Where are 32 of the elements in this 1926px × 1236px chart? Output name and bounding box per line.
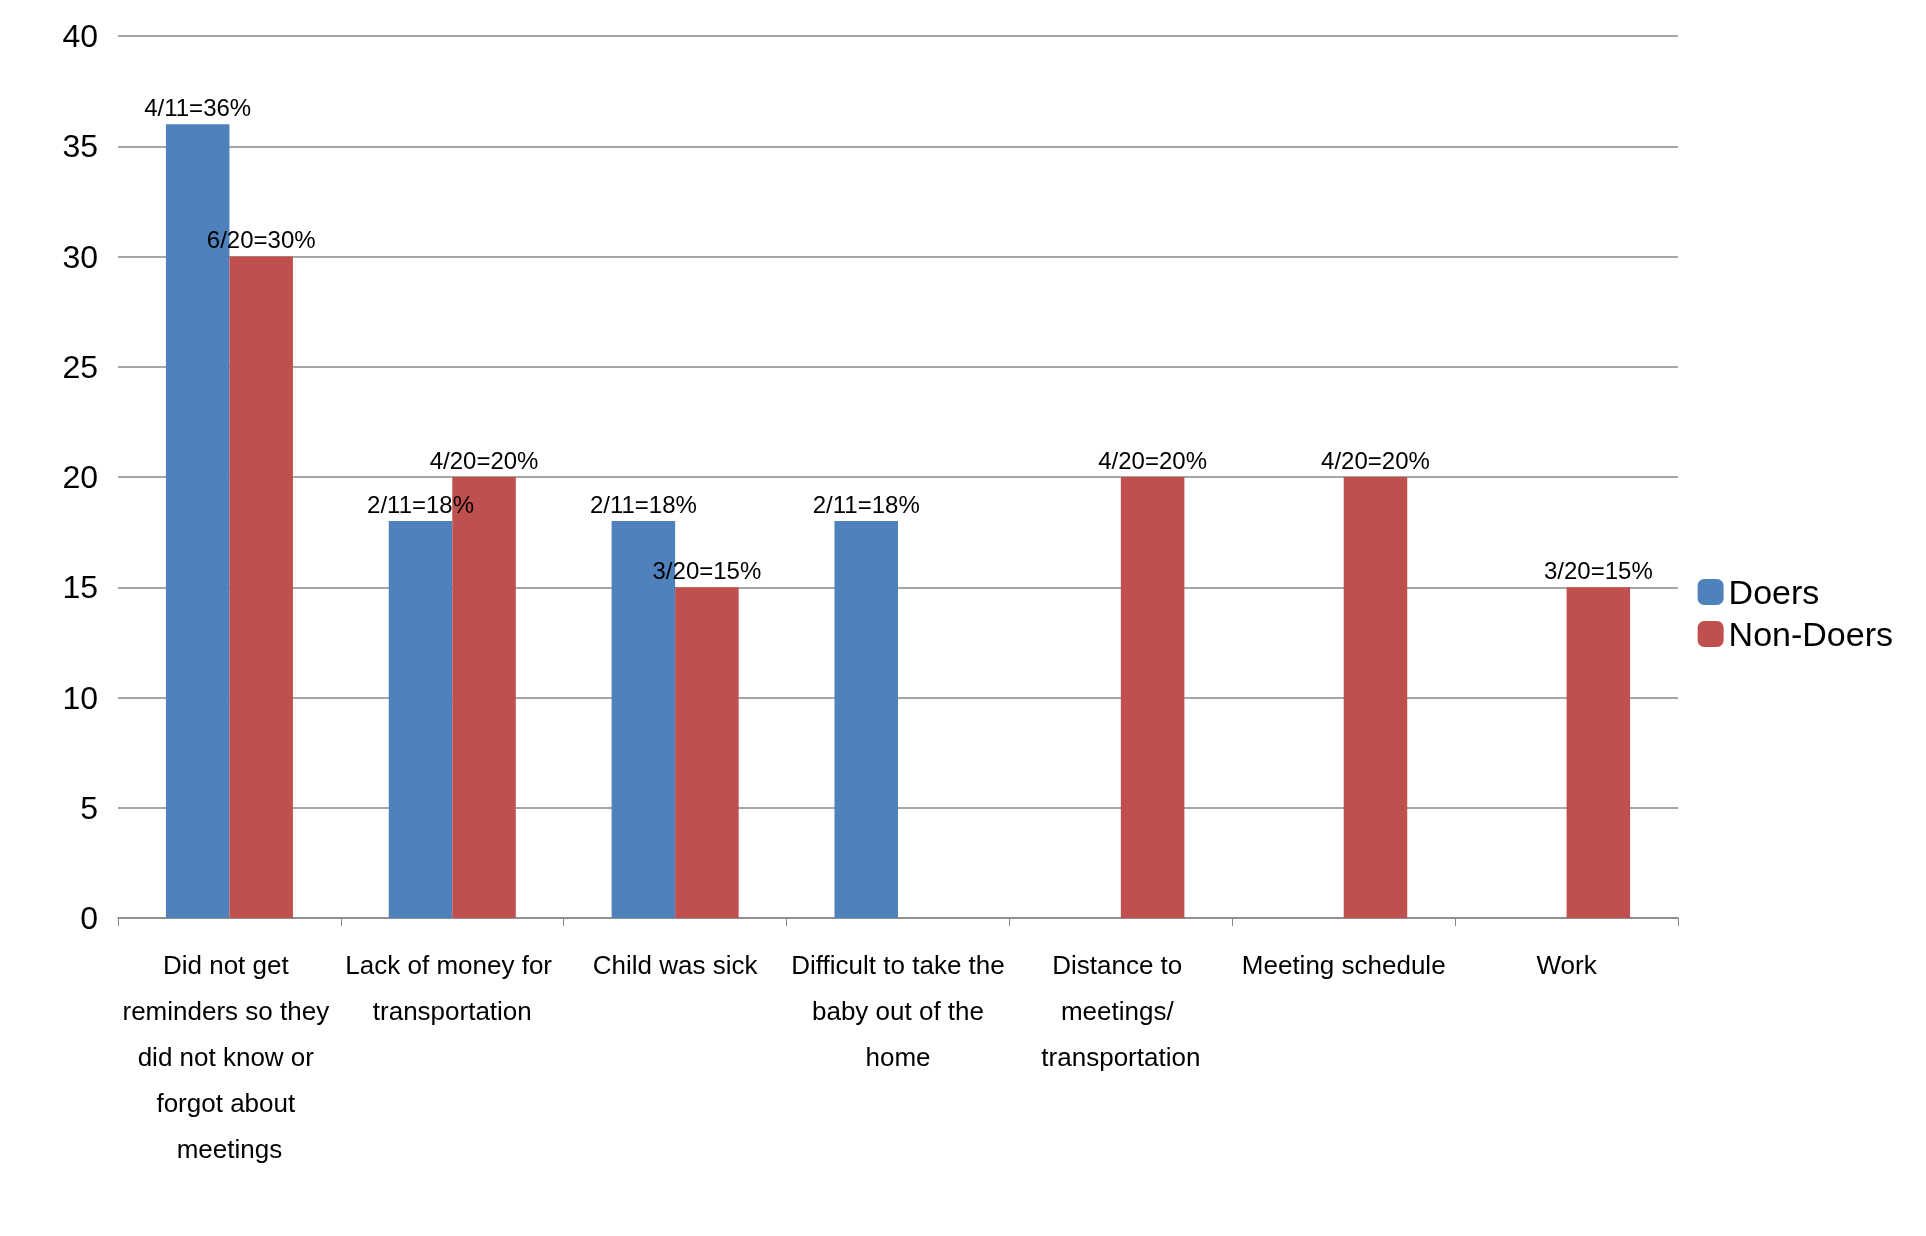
bar xyxy=(1120,477,1185,918)
data-label: 4/11=36% xyxy=(144,93,252,121)
bar xyxy=(388,521,453,918)
y-tick-label: 35 xyxy=(62,128,98,165)
y-tick-label: 40 xyxy=(62,18,98,54)
x-tick-label: Child was sick xyxy=(592,950,759,980)
y-tick-label: 0 xyxy=(80,900,98,936)
data-label: 4/20=20% xyxy=(1321,446,1430,474)
data-label: 2/11=18% xyxy=(589,490,697,518)
legend-label: Doers xyxy=(1728,573,1820,611)
data-label: 4/20=20% xyxy=(1098,446,1207,474)
x-tick-label: Difficult to take the baby out of the home xyxy=(791,950,1005,1072)
data-label: 3/20=15% xyxy=(1543,556,1653,584)
y-tick-label: 20 xyxy=(62,459,98,495)
y-tick-label: 15 xyxy=(62,569,98,606)
x-tick-label: Did not get reminders so they did not know or forgot about meetings xyxy=(122,950,337,1164)
x-tick-label: Lack of money for transportation xyxy=(345,950,560,1026)
data-label: 2/11=18% xyxy=(812,490,920,518)
y-tick-label: 10 xyxy=(62,679,98,716)
bar xyxy=(229,256,293,918)
x-tick-label: Distance to meetings/ transportation xyxy=(1041,950,1201,1072)
y-tick-label: 5 xyxy=(80,789,98,826)
bar xyxy=(1343,477,1408,918)
legend-label: Non-Doers xyxy=(1728,615,1893,653)
x-tick-label: Work xyxy=(1536,950,1598,980)
y-tick-label: 25 xyxy=(62,348,98,385)
bar xyxy=(675,587,739,918)
bar xyxy=(834,521,898,918)
bar xyxy=(1566,587,1631,918)
x-tick-label: Meeting schedule xyxy=(1241,950,1446,980)
y-tick-label: 30 xyxy=(62,238,98,275)
data-label: 4/20=20% xyxy=(429,446,539,474)
